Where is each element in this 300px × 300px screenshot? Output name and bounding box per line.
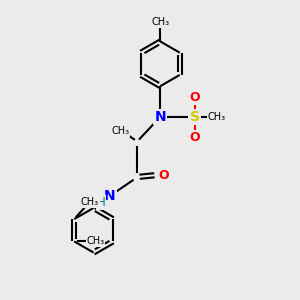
Text: CH₃: CH₃	[208, 112, 226, 122]
Text: CH₃: CH₃	[87, 236, 105, 246]
Text: CH₃: CH₃	[81, 197, 99, 207]
Text: S: S	[190, 110, 200, 124]
Text: O: O	[158, 169, 169, 182]
Text: N: N	[154, 110, 166, 124]
Text: H: H	[97, 196, 105, 209]
Text: O: O	[189, 91, 200, 103]
Text: CH₃: CH₃	[111, 126, 129, 136]
Text: O: O	[189, 131, 200, 144]
Text: N: N	[104, 189, 116, 203]
Text: CH₃: CH₃	[151, 17, 169, 27]
